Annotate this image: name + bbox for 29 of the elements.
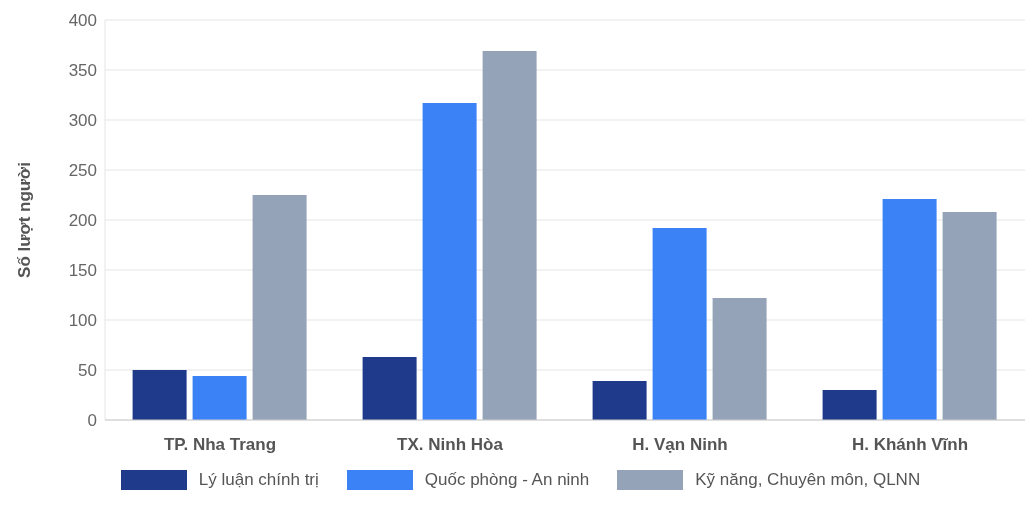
y-tick-label: 350 xyxy=(68,61,97,81)
legend-label: Lý luận chính trị xyxy=(198,470,319,490)
y-tick-label: 300 xyxy=(68,111,97,131)
bar xyxy=(822,390,877,420)
y-axis-title: Số lượt người xyxy=(15,162,35,278)
bar xyxy=(592,381,647,420)
y-tick-label: 0 xyxy=(87,411,97,431)
bar xyxy=(192,376,247,420)
x-tick-label: H. Khánh Vĩnh xyxy=(851,435,969,455)
x-tick-label: H. Vạn Ninh xyxy=(632,435,728,455)
bar xyxy=(252,195,307,420)
legend-label: Kỹ năng, Chuyên môn, QLNN xyxy=(695,470,921,490)
bar xyxy=(362,357,417,420)
x-tick-label: TX. Ninh Hòa xyxy=(397,435,504,455)
y-tick-label: 100 xyxy=(68,311,97,331)
bar xyxy=(882,199,937,420)
bar xyxy=(132,370,187,420)
bar xyxy=(422,103,477,420)
bar xyxy=(712,298,767,420)
y-tick-label: 50 xyxy=(78,361,97,381)
bar xyxy=(652,228,707,420)
x-tick-label: TP. Nha Trang xyxy=(163,435,277,455)
y-tick-label: 250 xyxy=(68,161,97,181)
legend-label: Quốc phòng - An ninh xyxy=(424,470,590,490)
bar xyxy=(482,51,537,420)
y-tick-label: 150 xyxy=(68,261,97,281)
y-tick-label: 200 xyxy=(68,211,97,231)
bar xyxy=(942,212,997,420)
y-tick-label: 400 xyxy=(68,11,97,31)
